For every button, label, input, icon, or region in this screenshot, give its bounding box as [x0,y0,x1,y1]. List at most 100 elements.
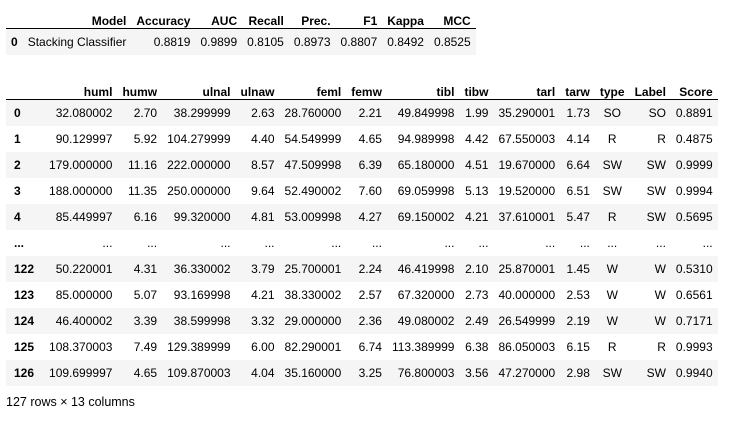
dataframe-cell: 7.49 [133,340,158,354]
dataframe-cell: 26.549999 [498,314,556,328]
dataframe-cell: 52.490002 [284,184,342,198]
dataframe-cell: 4.21 [465,210,489,224]
dataframe-table: huml humw ulnal ulnaw feml femw tibl tibw tarl ta… [6,73,718,386]
dataframe-row: 4 85.449997 6.16 99.320000 4.81 53.009998 4.27… [6,204,718,230]
dataframe-row-index: 126 [14,366,35,380]
dataframe-cell: 69.150002 [397,210,455,224]
dataframe-cell: ... [607,236,618,250]
dataframe-cell: 85.000000 [55,288,113,302]
dataframe-cell: 5.07 [133,288,158,302]
dataframe-cell: 0.9999 [675,158,713,172]
dataframe-cell: 1.73 [566,106,590,120]
dataframe-cell: 25.870001 [498,262,556,276]
dataframe-cell: SO [603,106,621,120]
dataframe-cell: 36.330002 [173,262,231,276]
dataframe-cell: 0.8891 [675,106,713,120]
dataframe-cell: ... [147,236,158,250]
dataframe-cell: 2.57 [358,288,382,302]
summary-column-header: Accuracy [131,6,196,29]
dataframe-cell: 85.449997 [55,210,113,224]
dataframe-cell: 6.74 [358,340,382,354]
dataframe-cell: 2.19 [566,314,590,328]
dataframe-cell: ... [655,236,666,250]
dataframe-cell: 7.60 [358,184,382,198]
dataframe-cell: R [607,132,617,146]
dataframe-cell: 2.10 [465,262,489,276]
dataframe-row-index: 125 [14,340,35,354]
dataframe-cell: 38.599998 [173,314,231,328]
dataframe-cell: SO [648,106,666,120]
dataframe-cell: W [654,262,666,276]
dataframe-column-header: Label [629,73,671,100]
dataframe-cell: 8.57 [251,158,275,172]
dataframe-cell: 3.32 [251,314,275,328]
dataframe-cell: 40.000000 [498,288,556,302]
dataframe-cell: SW [602,184,622,198]
dataframe-cell: SW [646,184,666,198]
summary-cell: 0.8819 [153,35,191,49]
dataframe-cell: 54.549999 [284,132,342,146]
summary-row-index: 0 [11,35,18,49]
dataframe-cell: 11.35 [127,184,158,198]
dataframe-cell: 0.6561 [675,288,713,302]
dataframe-cell: 1.99 [465,106,489,120]
dataframe-cell: 65.180000 [397,158,455,172]
dataframe-row: 123 85.000000 5.07 93.169998 4.21 38.330002 2.… [6,282,718,308]
dataframe-cell: R [607,340,617,354]
dataframe-cell: ... [264,236,275,250]
dataframe-cell: 38.330002 [284,288,342,302]
dataframe-column-header: huml [44,73,118,100]
summary-column-header [6,6,23,29]
dataframe-cell: 109.699997 [49,366,113,380]
dataframe-cell: ... [371,236,382,250]
dataframe-row: 3 188.000000 11.35 250.000000 9.64 52.490002 7… [6,178,718,204]
dataframe-cell: ... [545,236,556,250]
dataframe-column-header: tibl [386,73,460,100]
dataframe-cell: 94.989998 [397,132,455,146]
dataframe-column-header: humw [117,73,163,100]
dataframe-cell: 4.04 [251,366,275,380]
dataframe-cell: 9.64 [251,184,275,198]
dataframe-cell: 0.4875 [675,132,713,146]
dataframe-column-header: femw [346,73,387,100]
dataframe-cell: 46.400002 [55,314,113,328]
dataframe-row: 1 90.129997 5.92 104.279999 4.40 54.549999 4.6… [6,126,718,152]
dataframe-cell: 49.849998 [397,106,455,120]
dataframe-column-header: ulnaw [235,73,280,100]
dataframe-column-header: tarl [493,73,561,100]
dataframe-cell: 5.13 [465,184,489,198]
dataframe-cell: 3.25 [358,366,382,380]
summary-cell: 0.8492 [387,35,424,49]
dataframe-cell: R [607,210,617,224]
summary-header-row: Model Accuracy AUC Recall Prec. F1 Kappa MCC [6,6,476,29]
dataframe-cell: 6.00 [251,340,275,354]
dataframe-cell: 2.21 [358,106,382,120]
dataframe-cell: ... [331,236,342,250]
dataframe-cell: 109.870003 [167,366,231,380]
dataframe-row: ........................................… [6,230,718,256]
dataframe-cell: 222.000000 [167,158,231,172]
dataframe-cell: 2.70 [133,106,158,120]
dataframe-cell: 2.49 [465,314,489,328]
dataframe-cell: 2.53 [566,288,590,302]
dataframe-row-index: 122 [14,262,35,276]
summary-cell: 0.8105 [247,35,284,49]
dataframe-cell: 99.320000 [173,210,231,224]
dataframe-cell: 3.39 [133,314,158,328]
dataframe-cell: 38.299999 [173,106,231,120]
dataframe-row-index: 4 [14,210,21,224]
dataframe-cell: 19.670000 [498,158,556,172]
dataframe-cell: 25.700001 [284,262,342,276]
dataframe-row: 124 46.400002 3.39 38.599998 3.32 29.000000 2.… [6,308,718,334]
dataframe-row-index: 3 [14,184,21,198]
dataframe-cell: 1.45 [566,262,590,276]
dataframe-cell: 2.98 [566,366,590,380]
dataframe-row-index: 1 [14,132,21,146]
dataframe-row-index: 123 [14,288,35,302]
dataframe-cell: 35.160000 [284,366,342,380]
summary-cell: Stacking Classifier [27,35,127,49]
summary-cell: 0.8973 [293,35,331,49]
dataframe-cell: 4.31 [133,262,158,276]
dataframe-cell: SW [646,158,666,172]
dataframe-row: 122 50.220001 4.31 36.330002 3.79 25.700001 2.… [6,256,718,282]
